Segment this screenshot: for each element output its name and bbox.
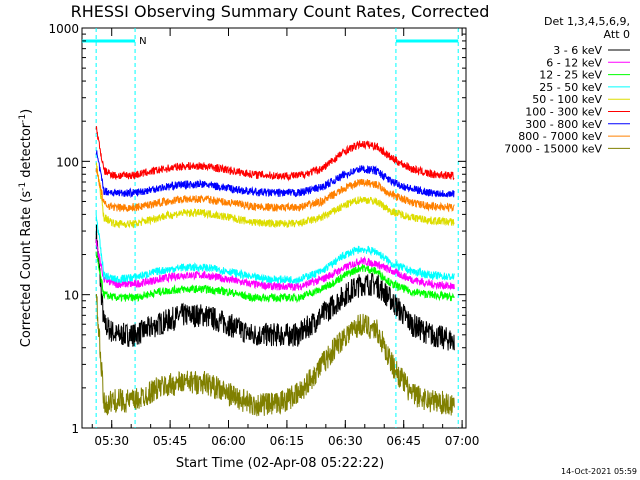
series-line-2 <box>95 251 455 304</box>
x-tick-label-5: 06:45 <box>386 434 421 448</box>
legend-label-5: 100 - 300 keV <box>525 106 602 119</box>
footer-date: 14-Oct-2021 05:59 <box>561 467 637 476</box>
series-line-0 <box>95 224 455 351</box>
series-lines <box>95 126 455 417</box>
y-axis-label: Corrected Count Rate (s-1 detector-1) <box>18 109 34 347</box>
x-tick-label-1: 05:45 <box>153 434 188 448</box>
x-tick-label-0: 05:30 <box>94 434 129 448</box>
x-axis-label: Start Time (02-Apr-08 05:22:22) <box>176 456 384 471</box>
legend-label-3: 25 - 50 keV <box>539 81 602 94</box>
series-line-3 <box>95 213 455 285</box>
series-line-6 <box>95 150 455 199</box>
legend-label-4: 50 - 100 keV <box>532 93 602 106</box>
legend-label-7: 800 - 7000 keV <box>518 130 602 143</box>
chart-title: RHESSI Observing Summary Count Rates, Co… <box>71 2 490 21</box>
series-line-5 <box>95 126 455 182</box>
plot-frame <box>81 27 467 429</box>
x-ticks: 05:30 05:45 06:00 06:15 06:30 06:45 07:00 <box>91 28 480 448</box>
x-tick-label-4: 06:30 <box>328 434 363 448</box>
y-tick-label-2: 100 <box>56 155 79 169</box>
legend-label-1: 6 - 12 keV <box>546 56 602 69</box>
legend-label-0: 3 - 6 keV <box>553 44 602 57</box>
x-tick-label-2: 06:00 <box>211 434 246 448</box>
legend-header-line2: Att 0 <box>604 28 630 41</box>
series-line-4 <box>95 162 455 229</box>
legend-header-line1: Det 1,3,4,5,6,9, <box>544 15 630 28</box>
y-tick-label-0: 1 <box>71 422 79 436</box>
x-tick-label-3: 06:15 <box>270 434 305 448</box>
series-line-7 <box>95 168 455 213</box>
x-tick-label-6: 07:00 <box>445 434 480 448</box>
legend-label-8: 7000 - 15000 keV <box>504 142 602 155</box>
legend-label-2: 12 - 25 keV <box>539 69 602 82</box>
series-line-1 <box>95 238 455 292</box>
y-ticks: 1 10 100 1000 <box>48 22 466 436</box>
y-tick-label-1: 10 <box>64 289 79 303</box>
night-label: N <box>139 36 146 47</box>
legend-label-6: 300 - 800 keV <box>525 118 602 131</box>
saa-lines <box>95 28 459 428</box>
series-line-8 <box>95 294 455 417</box>
y-tick-label-3: 1000 <box>48 22 79 36</box>
